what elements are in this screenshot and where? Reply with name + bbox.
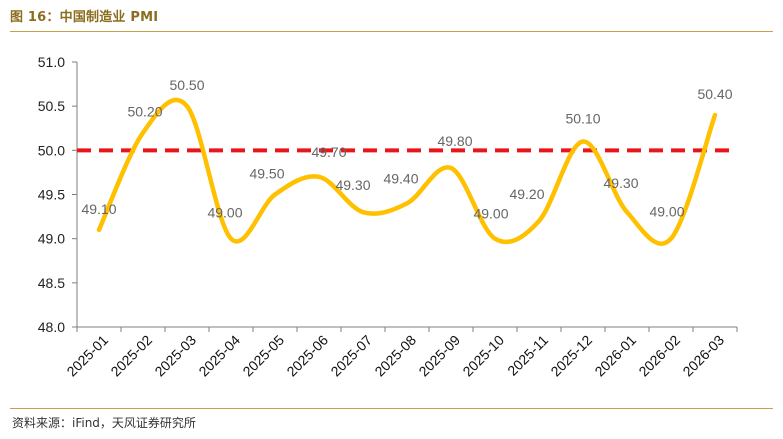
data-label: 49.40 (383, 170, 418, 186)
data-label: 50.50 (169, 77, 204, 93)
y-tick-label: 51.0 (38, 54, 65, 70)
x-tick-label: 2025-04 (195, 332, 243, 380)
data-label: 49.50 (249, 166, 284, 182)
data-label: 49.80 (437, 133, 472, 149)
data-labels-group: 49.10 50.20 50.50 49.00 49.50 49.70 49.30 49.40… (81, 77, 732, 222)
data-label: 49.20 (509, 186, 544, 202)
y-tick-label: 50.0 (38, 142, 65, 158)
figure-title: 图 16：中国制造业 PMI (10, 10, 159, 25)
x-tick-label: 2026-02 (635, 332, 683, 380)
data-label: 49.00 (473, 206, 508, 222)
x-tick-label: 2025-11 (504, 332, 551, 379)
x-tick-label: 2025-02 (107, 332, 155, 380)
x-tick-label: 2025-09 (415, 332, 463, 380)
x-tick-label: 2026-03 (679, 332, 727, 380)
title-divider (10, 31, 773, 32)
data-label: 49.00 (207, 205, 242, 221)
data-label: 49.00 (649, 204, 684, 220)
x-tick-label: 2025-01 (63, 332, 111, 380)
footer-divider (10, 408, 773, 409)
data-label: 49.30 (603, 175, 638, 191)
y-tick-label: 48.5 (38, 275, 65, 291)
data-label: 50.40 (697, 86, 732, 102)
data-label: 49.30 (335, 177, 370, 193)
x-tick-label: 2025-12 (547, 332, 595, 380)
data-label: 49.10 (81, 201, 116, 217)
data-label: 50.20 (127, 104, 162, 120)
x-tick-label: 2025-07 (327, 332, 375, 380)
data-label: 50.10 (565, 111, 600, 127)
y-tick-label: 48.0 (38, 319, 65, 335)
x-tick-label: 2026-01 (591, 332, 639, 380)
source-note: 资料来源：iFind，天风证券研究所 (12, 416, 196, 430)
y-tick-label: 49.0 (38, 231, 65, 247)
pmi-series-line (96, 97, 718, 246)
x-tick-label: 2025-03 (151, 332, 199, 380)
x-tick-label: 2025-05 (239, 332, 287, 380)
x-tick-label: 2025-10 (459, 332, 507, 380)
y-tick-label: 49.5 (38, 187, 65, 203)
data-label: 49.70 (311, 144, 346, 160)
x-tick-label: 2025-08 (371, 332, 419, 380)
y-tick-label: 50.5 (38, 98, 65, 114)
x-tick-label: 2025-06 (283, 332, 331, 380)
series-group (96, 97, 718, 246)
